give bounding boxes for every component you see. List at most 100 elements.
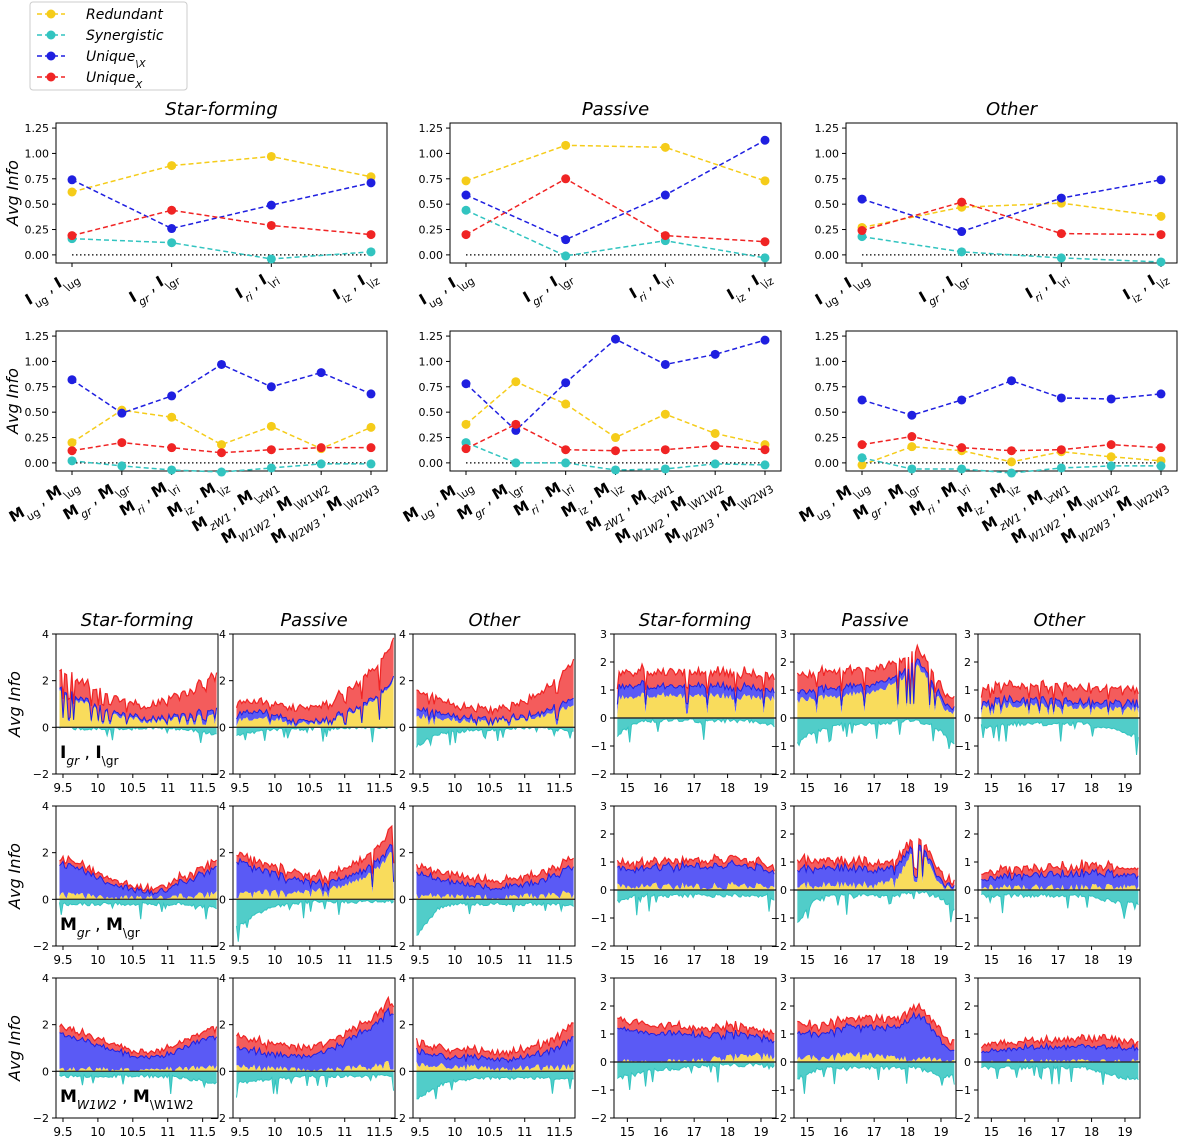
y-tick-label: 1.25 [25,122,50,135]
y-tick-label: 3 [600,800,607,813]
y-tick-label: −2 [771,940,787,953]
x-tick-label: 11.5 [189,1125,216,1139]
area-redundant [416,890,574,900]
series-line-unique_not_x [861,179,1162,233]
data-point-unique_x [1156,443,1166,453]
data-point-unique_x [1156,230,1166,240]
line-unique-x [59,668,218,713]
y-tick-label: 1 [600,1028,607,1041]
y-tick-label: 2 [42,847,49,860]
series-line-unique_not_x [465,338,766,432]
area-redundant [617,881,775,890]
series-line-unique_not_x [71,179,372,230]
y-tick-label: 3 [600,628,607,641]
y-tick-label: 0 [42,1065,49,1078]
data-point-synergistic [1106,461,1116,471]
y-tick-label: 1 [600,684,607,697]
line-unique-not-x [981,867,1139,882]
axes-frame [793,977,957,1119]
y-tick-label: 0.00 [419,457,444,470]
y-tick-label: 1.00 [419,355,444,368]
x-tick-label: 10 [267,953,282,967]
x-tick-label: 11.5 [366,1125,393,1139]
data-point-redundant [461,419,471,429]
y-tick-label: 0.00 [25,457,50,470]
data-point-unique_x [1106,440,1116,450]
area-panel-1-3: 4 2 0 −2 9.5 10 10.5 11 11.5 Other [390,610,576,795]
area-unique-x [416,659,574,725]
y-tick-label: 0 [600,884,607,897]
y-tick-label: 0 [219,721,226,734]
legend-label-unique_x: UniqueX [86,70,143,91]
x-tick-label: 17 [1051,1125,1066,1139]
x-tick-label: 17 [1051,953,1066,967]
y-tick-label: 0.25 [25,432,50,445]
x-tick-label: 18 [720,781,735,795]
y-tick-label: −1 [591,1084,607,1097]
x-tick-label: 16 [833,781,848,795]
y-tick-label: −1 [955,740,971,753]
legend-marker-unique_not_x [46,51,56,61]
area-panel-2-3: 4 2 0 −2 9.5 10 10.5 11 11.5 [390,800,576,967]
line-unique-not-x [416,697,574,727]
y-tick-label: 4 [399,972,406,985]
data-point-synergistic [461,205,471,215]
y-tick-label: 0 [399,721,406,734]
y-tick-label: 1 [780,1028,787,1041]
axes-frame [55,633,219,775]
y-tick-label: 3 [780,628,787,641]
data-point-redundant [907,442,917,452]
axes-frame [232,633,396,775]
data-point-synergistic [117,461,127,471]
y-tick-label: 0 [964,1056,971,1069]
x-tick-label: 10 [90,781,105,795]
data-point-unique_x [1056,229,1066,239]
data-point-unique_x [710,441,720,451]
line-unique-not-x [236,675,395,726]
data-point-synergistic [511,458,521,468]
data-point-unique_x [167,205,177,215]
x-category-label: Iiz , I\iz [1120,265,1172,309]
area-unique-x [59,1024,217,1059]
y-tick-label: −1 [591,740,607,753]
x-tick-label: 9.5 [410,1125,429,1139]
y-tick-label: 4 [219,628,226,641]
x-tick-label: 11 [337,781,352,795]
y-tick-label: −2 [33,1112,49,1125]
x-tick-label: 16 [833,953,848,967]
y-tick-label: 0.75 [419,173,444,186]
area-synergistic [416,727,574,748]
axes-frame [412,633,576,775]
x-tick-label: 15 [620,953,635,967]
y-tick-label: −2 [955,768,971,781]
y-axis-label: Avg Info [3,160,22,227]
data-point-unique_not_x [957,227,967,237]
line-unique-not-x [797,844,955,889]
y-tick-label: 0 [42,893,49,906]
area-panel-1-1: 4 2 0 −2 9.5 10 10.5 11 11.5 Star-forming Avg Info… [5,610,219,795]
line-synergistic [797,1064,955,1094]
x-tick-label: 11.5 [546,953,573,967]
data-point-unique_x [760,237,770,247]
y-tick-label: 0.50 [419,406,444,419]
x-category-label: Iri , I\ri [626,265,676,307]
x-tick-label: 15 [984,781,999,795]
x-tick-label: 10 [447,1125,462,1139]
data-point-redundant [1007,457,1016,467]
area-unique-not-x [617,860,775,890]
area-unique-not-x [416,865,574,900]
data-point-unique_not_x [1106,394,1116,404]
line-panel-4: 0.00 0.25 0.50 0.75 1.00 1.25 Avg Info Mug , M\… [3,330,388,547]
x-tick-label: 17 [687,953,702,967]
y-tick-label: 1.25 [815,122,840,135]
area-unique-x [236,826,394,891]
axes-frame [977,977,1141,1119]
data-point-redundant [1156,211,1166,221]
data-point-redundant [857,460,867,470]
data-point-unique_not_x [461,190,471,200]
area-redundant [981,883,1139,890]
x-tick-label: 11 [517,953,532,967]
line-synergistic [235,1073,395,1098]
